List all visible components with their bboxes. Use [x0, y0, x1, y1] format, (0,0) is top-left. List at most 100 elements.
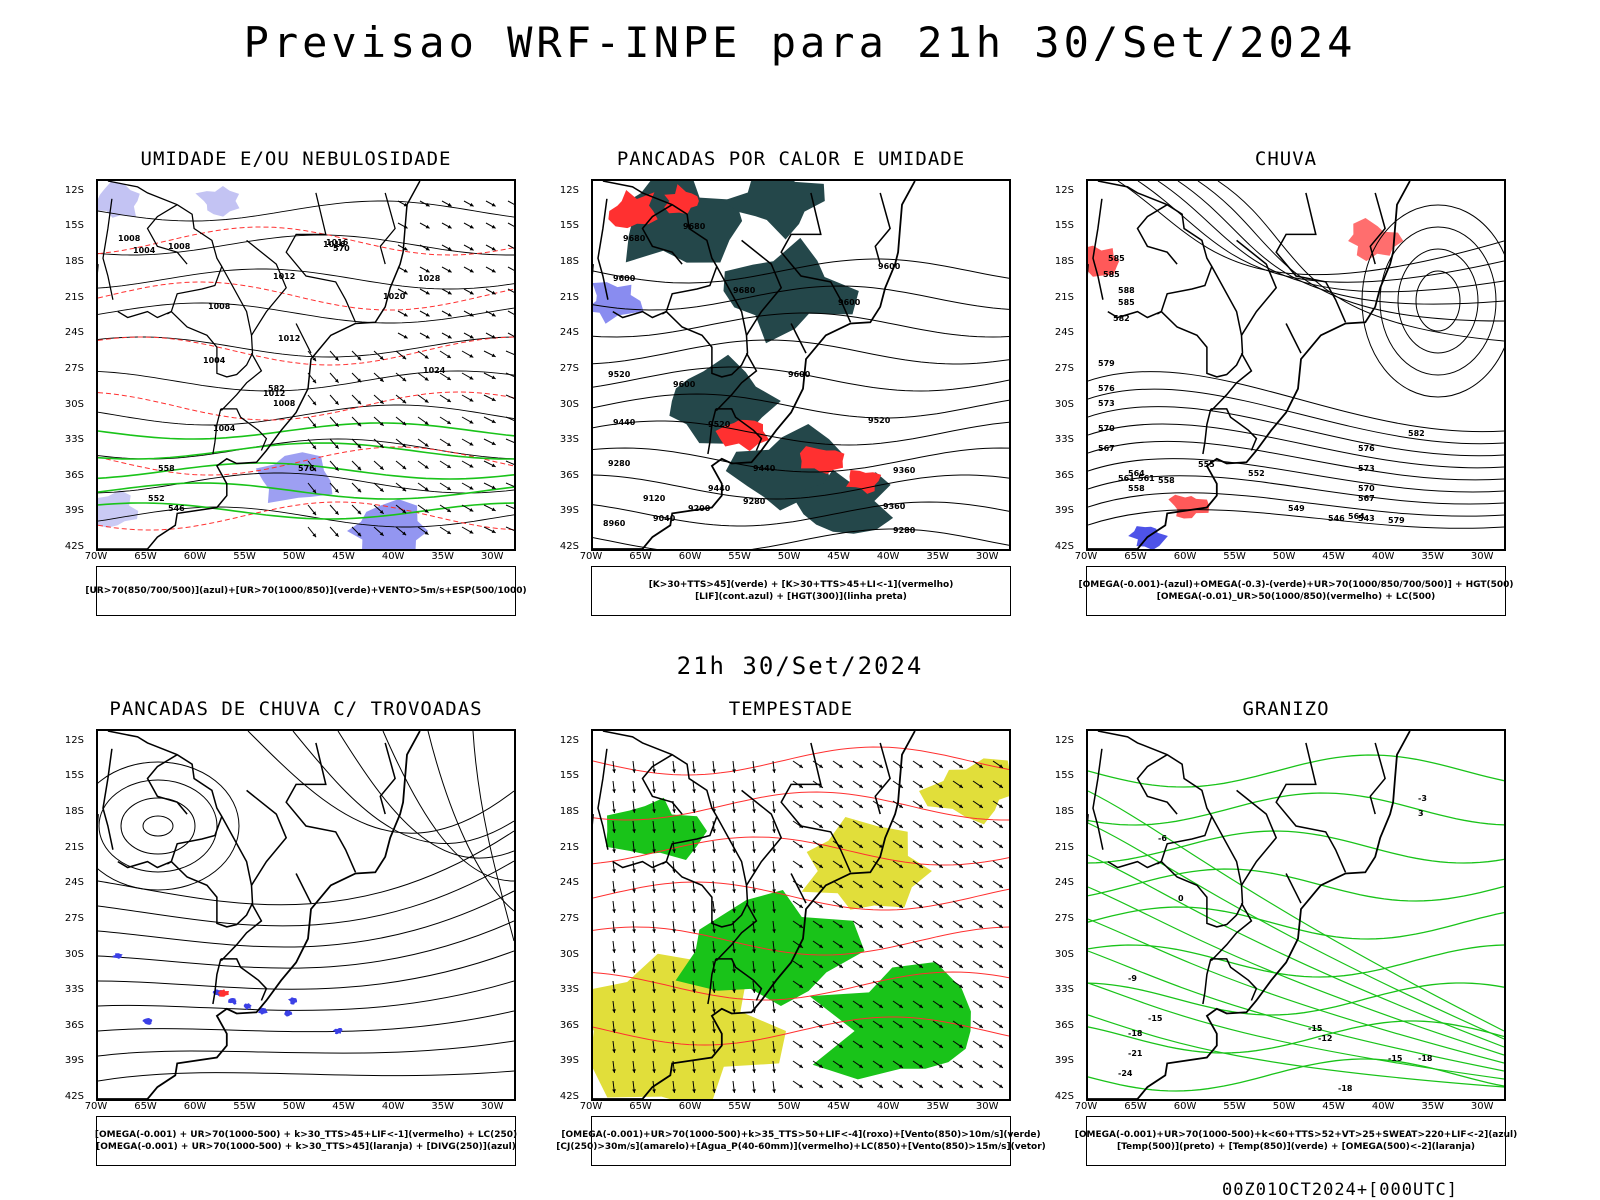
height-line [593, 312, 1009, 338]
lon-tick-label: 40W [1371, 551, 1395, 562]
border-line [612, 310, 667, 319]
wind-vector-head [998, 1064, 1003, 1068]
wind-vector-head [447, 268, 452, 273]
panel-pancadas-calor: PANCADAS POR CALOR E UMIDADE 9680 9680 960… [551, 148, 1031, 628]
wind-vector-head [612, 789, 616, 793]
wind-vector-head [752, 1029, 756, 1033]
lon-tick-label: 50W [777, 551, 801, 562]
lon-tick-label: 40W [381, 551, 405, 562]
contour-label: 1012 [263, 389, 285, 398]
wind-vector-head [402, 465, 407, 470]
wind-vector-head [402, 421, 407, 426]
wind-vector-head [379, 399, 384, 404]
legend-pancadas-trovoadas: [OMEGA(-0.001) + UR>70(1000-500) + k>30_… [95, 1116, 517, 1166]
wind-vector-head [334, 510, 339, 515]
wind-vector-head [878, 824, 883, 828]
wind-vector-head [938, 1024, 943, 1028]
wind-vector-head [798, 944, 803, 948]
wind-vector-head [958, 1084, 963, 1088]
wind-vector-head [838, 924, 843, 928]
wind-vector-head [838, 764, 843, 768]
contour-label: 585 [1118, 298, 1135, 307]
wind-vector-head [938, 984, 943, 988]
wind-vector-head [672, 1029, 676, 1033]
streamline [427, 731, 514, 912]
lon-tick-label: 30W [975, 1101, 999, 1112]
wind-vector-head [918, 904, 923, 908]
wind-vector-head [425, 268, 430, 273]
wind-vector-head [978, 984, 983, 988]
wind-vector-head [469, 312, 474, 317]
wind-vector-head [752, 929, 756, 933]
wind-vector-head [838, 804, 843, 808]
wind-vector [507, 332, 514, 337]
lat-tick-label: 42S [559, 1091, 579, 1102]
border-line [1285, 323, 1302, 354]
lon-tick-label: 30W [1470, 551, 1494, 562]
wind-vector-head [958, 1004, 963, 1008]
lon-tick-label: 30W [975, 551, 999, 562]
contour-label: 9360 [883, 502, 906, 511]
border-line [1136, 754, 1178, 815]
legend-line: [OMEGA(-0.01)_UR>50(1000/850)(vermelho) … [1156, 592, 1436, 602]
lon-tick-label: 40W [876, 551, 900, 562]
wind-vector-head [424, 398, 429, 403]
contour-label: 9600 [673, 380, 696, 389]
wind-vector-head [818, 1004, 823, 1008]
wind-vector-head [632, 809, 636, 813]
wind-vector-head [732, 789, 736, 793]
wind-vector-head [402, 487, 407, 492]
streamline [98, 890, 514, 948]
border-line [295, 873, 312, 904]
wind-vector-head [752, 849, 756, 853]
thickness-line [98, 501, 514, 531]
border-line [379, 742, 396, 815]
wind-vector-head [357, 488, 362, 493]
contour-label: 3 [1418, 809, 1424, 818]
wind-vector-head [732, 969, 736, 973]
lat-tick-label: 36S [64, 469, 84, 481]
wind-vector-head [938, 844, 943, 848]
wind-vector-head [712, 849, 716, 853]
wind-vector-head [818, 1024, 823, 1028]
isobar-line [98, 200, 514, 222]
contour-label: 9440 [613, 418, 636, 427]
wind-vector-head [998, 844, 1003, 848]
wind-vector-head [752, 769, 756, 773]
valid-time-label: 21h 30/Set/2024 [676, 652, 924, 680]
contour-label: 1004 [203, 356, 226, 365]
lat-tick-label: 42S [559, 541, 579, 552]
lat-tick-label: 12S [559, 184, 579, 196]
x [194, 501, 222, 521]
border-line [146, 204, 188, 265]
wind-vector-head [978, 1084, 983, 1088]
lon-tick-label: 60W [678, 551, 702, 562]
wind-vector-head [818, 1044, 823, 1048]
wind-vector-head [772, 929, 776, 933]
wind-vector-head [998, 924, 1003, 928]
wind-vector-head [918, 1004, 923, 1008]
contour-label: 9120 [643, 494, 666, 503]
wind-vector-head [958, 984, 963, 988]
height-line [593, 420, 1009, 446]
border-line [597, 198, 609, 300]
wind-vector-head [692, 1029, 696, 1033]
wind-vector [505, 504, 514, 509]
contour-label: 555 [1198, 460, 1215, 469]
wind-vector [507, 200, 514, 205]
wind-vector-head [402, 355, 407, 360]
wind-vector-head [858, 764, 863, 768]
contour-label: 576 [298, 464, 315, 473]
lat-tick-label: 12S [64, 734, 84, 746]
wind-vector-head [312, 445, 317, 450]
isobar-line [98, 268, 514, 290]
wind-vector-head [312, 511, 317, 516]
wind-vector-head [938, 1084, 943, 1088]
wind-vector-head [612, 1009, 616, 1013]
wind-vector-head [918, 844, 923, 848]
wind-vector-head [958, 864, 963, 868]
wind-vector-head [692, 829, 696, 833]
wind-vector-head [652, 869, 656, 873]
border-line [1236, 789, 1278, 886]
wind-vector-head [938, 1004, 943, 1008]
